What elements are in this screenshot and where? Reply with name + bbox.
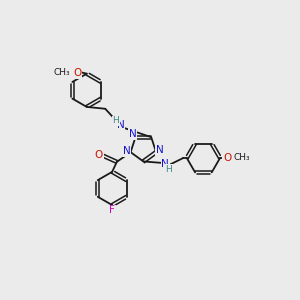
Text: N: N	[129, 129, 136, 139]
Text: O: O	[74, 68, 82, 78]
Text: N: N	[161, 159, 169, 169]
Text: CH₃: CH₃	[54, 68, 70, 77]
Text: H: H	[165, 165, 172, 174]
Text: H: H	[112, 116, 119, 125]
Text: N: N	[156, 145, 164, 155]
Text: N: N	[117, 120, 124, 130]
Text: F: F	[109, 206, 115, 215]
Text: N: N	[123, 146, 130, 157]
Text: O: O	[94, 150, 103, 160]
Text: CH₃: CH₃	[234, 154, 250, 163]
Text: O: O	[223, 153, 232, 163]
